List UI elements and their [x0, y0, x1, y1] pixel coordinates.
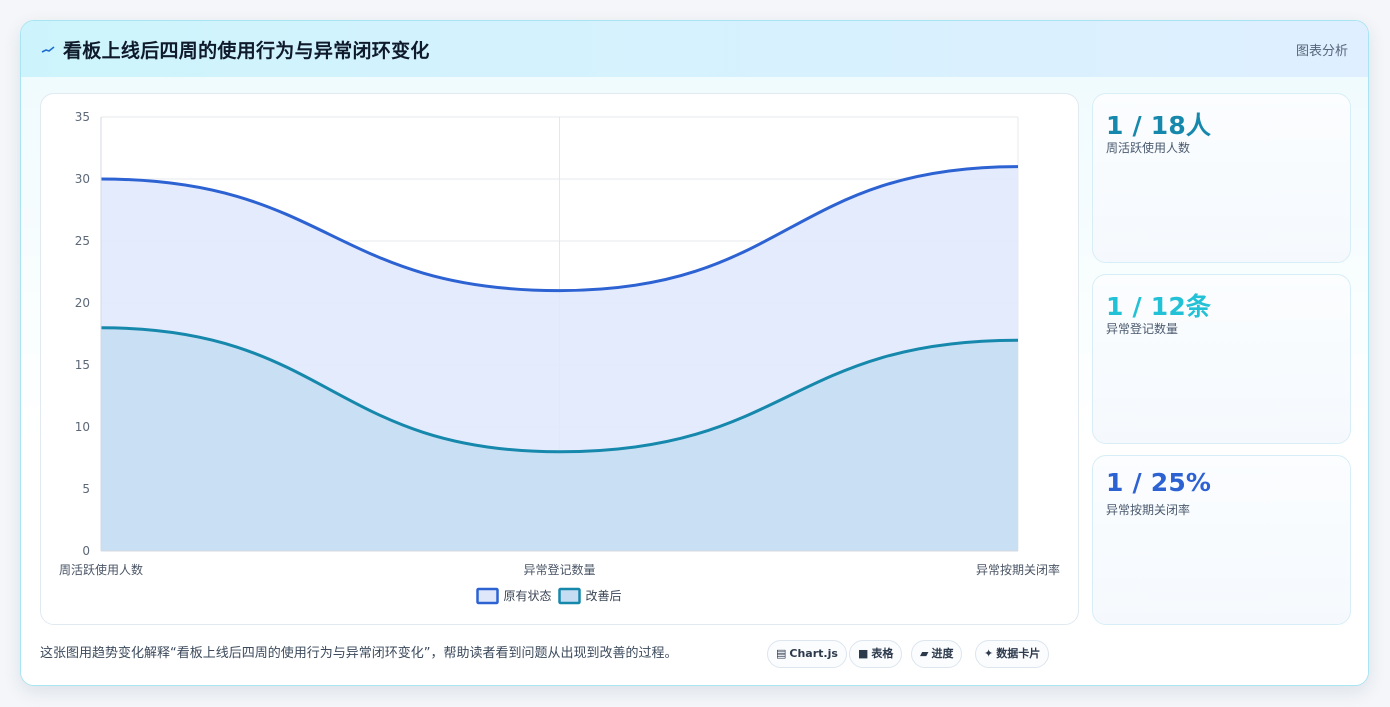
- series-line-1: [100, 326, 1019, 454]
- progress-icon: ▰: [920, 647, 929, 660]
- chart-icon: ▤: [776, 647, 787, 660]
- stat-value: 1 / 18人: [1106, 111, 1212, 140]
- chart-description: 这张图用趋势变化解释“看板上线后四周的使用行为与异常闭环变化”，帮助读者看到问题…: [40, 646, 678, 661]
- chart-card: 看板上线后四周的使用行为与异常闭环变化 图表分析 0 5 10 15 20 25 30 35 周…: [20, 20, 1369, 686]
- x-tick-label: 异常登记数量: [523, 562, 595, 577]
- legend-swatch-1: [558, 587, 581, 605]
- sparkle-icon: ✦: [984, 647, 994, 660]
- stat-card-close-rate: 1 / 25% 异常按期关闭率: [1092, 455, 1351, 625]
- tag-chartjs[interactable]: ▤ Chart.js: [767, 640, 847, 668]
- tag-data-card[interactable]: ✦ 数据卡片: [975, 640, 1050, 668]
- y-tick-label: 10: [75, 420, 90, 434]
- y-tick-label: 25: [75, 234, 90, 248]
- stat-label: 周活跃使用人数: [1106, 141, 1191, 155]
- stat-value: 1 / 12条: [1106, 292, 1212, 321]
- tag-table[interactable]: ■ 表格: [849, 640, 903, 668]
- stat-label: 异常登记数量: [1106, 322, 1179, 336]
- y-tick-label: 15: [75, 358, 90, 372]
- y-tick-label: 0: [82, 544, 90, 558]
- card-content: 0 5 10 15 20 25 30 35 周活跃使用人数 异常登记数量 异常按期关闭率 原有状态 改善…: [21, 77, 1368, 685]
- x-tick-label: 异常按期关闭率: [976, 562, 1060, 577]
- y-tick-label: 20: [75, 296, 90, 310]
- pulse-line-icon: [41, 39, 57, 59]
- y-tick-label: 30: [75, 172, 90, 186]
- x-tick-label: 周活跃使用人数: [59, 562, 143, 577]
- series-line-0: [100, 165, 1019, 293]
- chart-analysis-link[interactable]: 图表分析: [1295, 44, 1348, 59]
- page-title: 看板上线后四周的使用行为与异常闭环变化: [63, 40, 430, 62]
- legend-swatch-0: [476, 587, 499, 605]
- legend-label-1: 改善后: [586, 588, 622, 603]
- tag-progress[interactable]: ▰ 进度: [911, 640, 963, 668]
- y-tick-label: 35: [75, 110, 90, 124]
- stat-card-weekly-active: 1 / 18人 周活跃使用人数: [1092, 93, 1351, 263]
- y-tick-label: 5: [82, 482, 90, 496]
- chart-panel: 0 5 10 15 20 25 30 35 周活跃使用人数 异常登记数量 异常按期关闭率原有状态 改善…: [40, 93, 1079, 625]
- stat-card-anomaly-count: 1 / 12条 异常登记数量: [1092, 274, 1351, 444]
- stat-label: 异常按期关闭率: [1106, 503, 1191, 517]
- card-header: 看板上线后四周的使用行为与异常闭环变化 图表分析: [21, 21, 1368, 77]
- table-icon: ■: [858, 647, 869, 660]
- legend-label-0: 原有状态: [504, 589, 552, 603]
- series-area-1: [101, 327, 1018, 551]
- stat-value: 1 / 25%: [1106, 468, 1212, 497]
